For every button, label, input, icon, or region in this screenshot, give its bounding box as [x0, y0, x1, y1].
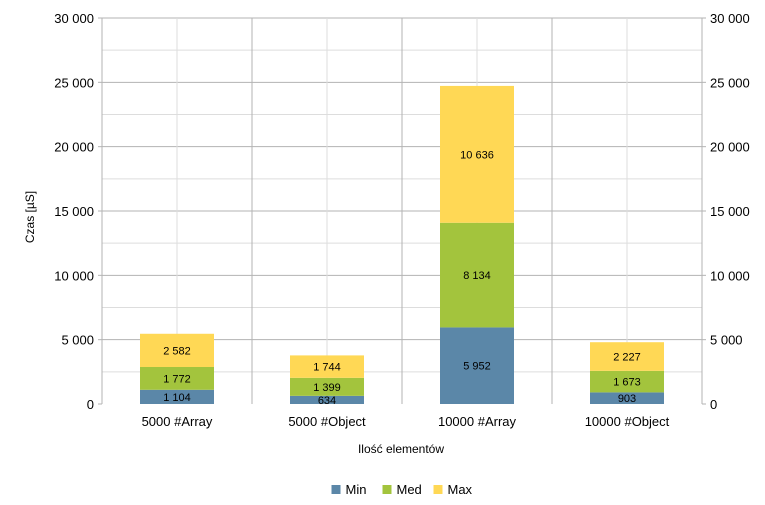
y-tick-label-right: 10 000: [710, 268, 750, 283]
y-tick-label-left: 25 000: [54, 75, 94, 90]
y-tick-label-right: 25 000: [710, 75, 750, 90]
data-label: 1 673: [613, 377, 641, 389]
y-tick-label-right: 20 000: [710, 140, 750, 155]
data-label: 5 952: [463, 361, 491, 373]
bar-segment-med: [290, 377, 364, 396]
x-tick-label: 10000 #Object: [585, 414, 670, 429]
x-axis-title: Ilość elementów: [358, 442, 444, 456]
legend-swatch-min: [331, 485, 341, 494]
y-tick-label-right: 5 000: [710, 333, 743, 348]
legend-swatch-max: [433, 485, 443, 494]
y-tick-label-left: 20 000: [54, 140, 94, 155]
y-axis-title: Czas [µS]: [23, 191, 37, 243]
bar-segment-min: [440, 327, 514, 404]
y-tick-label-right: 30 000: [710, 11, 750, 26]
y-tick-label-left: 30 000: [54, 11, 94, 26]
data-label: 1 104: [163, 392, 191, 404]
bar-segment-min: [290, 395, 364, 404]
legend-label-max: Max: [448, 482, 473, 497]
legend: Min Med Max: [331, 482, 473, 497]
x-tick-label: 5000 #Array: [142, 414, 213, 429]
x-tick-label: 5000 #Object: [288, 414, 366, 429]
data-label: 1 772: [163, 373, 191, 385]
bar-segment-max: [440, 85, 514, 223]
y-tick-label-right: 0: [710, 397, 717, 412]
data-label: 8 134: [463, 270, 491, 282]
y-tick-label-left: 10 000: [54, 268, 94, 283]
legend-label-med: Med: [397, 482, 422, 497]
legend-swatch-med: [382, 485, 392, 494]
data-label: 1 744: [313, 362, 341, 374]
bar-segment-max: [290, 355, 364, 378]
data-label: 10 636: [460, 149, 494, 161]
data-label: 903: [618, 393, 636, 405]
bar-segment-med: [440, 222, 514, 328]
bar-segment-med: [140, 366, 214, 390]
data-label: 2 582: [163, 345, 191, 357]
y-tick-label-left: 5 000: [61, 333, 94, 348]
y-tick-label-right: 15 000: [710, 204, 750, 219]
data-label: 2 227: [613, 352, 641, 364]
legend-label-min: Min: [346, 482, 367, 497]
axes: 5000 #Array 5000 #Object 10000 #Array 10000…: [54, 11, 750, 429]
data-label: 634: [318, 395, 336, 407]
bar-segment-max: [590, 342, 664, 371]
x-tick-label: 10000 #Array: [438, 414, 517, 429]
bar-segment-med: [590, 370, 664, 393]
bar-segment-min: [140, 389, 214, 404]
y-tick-label-left: 0: [87, 397, 94, 412]
bar-segment-min: [590, 392, 664, 404]
data-label: 1 399: [313, 382, 341, 394]
y-tick-label-left: 15 000: [54, 204, 94, 219]
bar-segment-max: [140, 333, 214, 367]
